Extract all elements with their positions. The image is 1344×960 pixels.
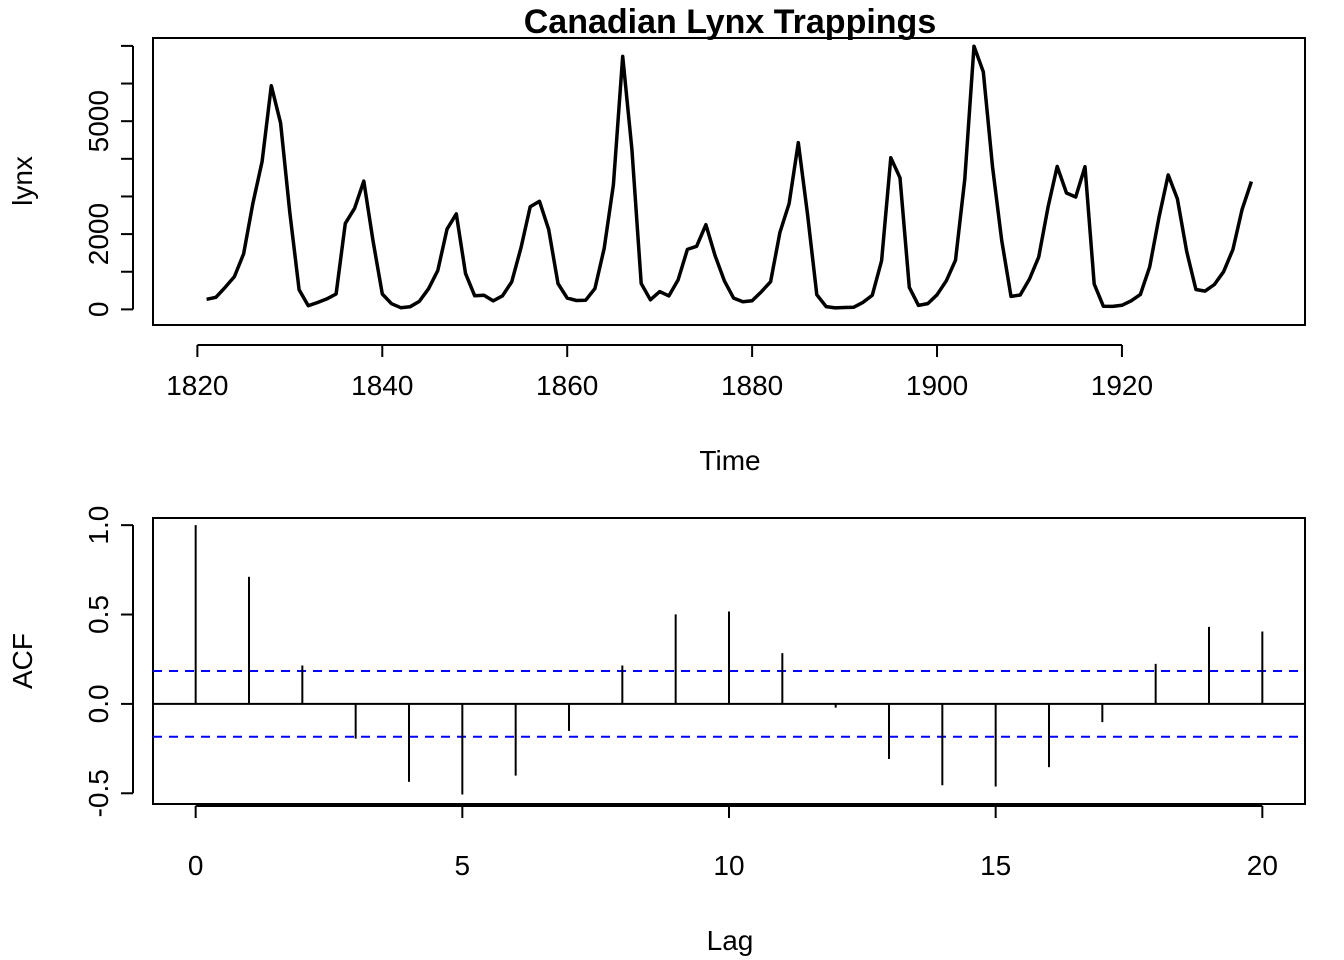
x-tick-label: 1920 bbox=[1091, 370, 1153, 401]
x-tick-label: 0 bbox=[188, 850, 204, 881]
y-axis: 0 2000 5000 bbox=[83, 44, 134, 318]
x-tick-label: 5 bbox=[455, 850, 471, 881]
y-tick-label: 5000 bbox=[83, 90, 114, 152]
y-tick-label: 1.0 bbox=[83, 506, 114, 545]
acf-bars bbox=[153, 525, 1305, 795]
x-axis-label: Time bbox=[699, 445, 760, 476]
x-tick-label: 15 bbox=[980, 850, 1011, 881]
x-axis: 0 5 10 15 20 bbox=[188, 805, 1278, 881]
y-tick-label: 0.5 bbox=[83, 595, 114, 634]
x-tick-label: 1900 bbox=[906, 370, 968, 401]
y-axis-label: ACF bbox=[7, 633, 38, 689]
x-tick-label: 10 bbox=[713, 850, 744, 881]
plot-frame bbox=[152, 517, 1306, 805]
y-axis: -0.5 0.0 0.5 1.0 bbox=[83, 506, 134, 817]
acf-panel: 0 5 10 15 20 -0.5 0.0 0.5 1.0 Lag ACF bbox=[7, 506, 1306, 956]
x-axis-label: Lag bbox=[707, 925, 754, 956]
plot-frame bbox=[152, 37, 1306, 326]
x-axis: 1820 1840 1860 1880 1900 1920 bbox=[166, 344, 1153, 401]
x-tick-label: 1840 bbox=[351, 370, 413, 401]
y-tick-label: 2000 bbox=[83, 203, 114, 265]
chart-title: Canadian Lynx Trappings bbox=[524, 3, 936, 41]
y-axis-label: lynx bbox=[7, 156, 38, 206]
x-tick-label: 1820 bbox=[166, 370, 228, 401]
x-tick-label: 1860 bbox=[536, 370, 598, 401]
x-tick-label: 20 bbox=[1247, 850, 1278, 881]
x-tick-label: 1880 bbox=[721, 370, 783, 401]
series-line bbox=[206, 44, 1254, 310]
y-tick-label: -0.5 bbox=[83, 769, 114, 817]
lynx-time-series-panel: Canadian Lynx Trappings 1820 1840 1860 1880… bbox=[7, 3, 1306, 476]
y-tick-label: 0 bbox=[83, 302, 114, 318]
y-tick-label: 0.0 bbox=[83, 684, 114, 723]
